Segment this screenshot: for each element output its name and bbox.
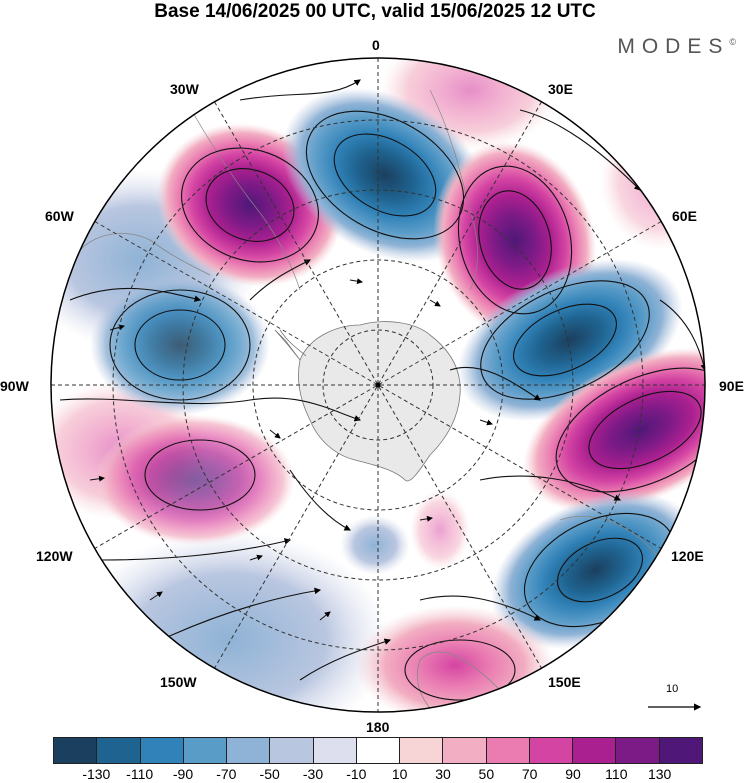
colorbar-tick-label: -50 xyxy=(259,766,280,782)
label-150w: 150W xyxy=(160,674,197,690)
label-120e: 120E xyxy=(671,548,704,564)
label-120w: 120W xyxy=(36,548,73,564)
colorbar-segment xyxy=(226,738,270,763)
colorbar-tick-label: 110 xyxy=(605,766,628,782)
high-160e xyxy=(355,605,555,712)
label-150e: 150E xyxy=(548,674,581,690)
colorbar-segment xyxy=(658,738,702,763)
colorbar-segment xyxy=(442,738,486,763)
label-180: 180 xyxy=(366,719,390,735)
colorbar xyxy=(53,737,703,764)
colorbar-segment xyxy=(139,738,183,763)
copyright-mark: © xyxy=(729,37,736,47)
colorbar-tick-label: 90 xyxy=(565,766,581,782)
colorbar-segment xyxy=(399,738,443,763)
label-60e: 60E xyxy=(672,208,697,224)
colorbar-tick-label: -70 xyxy=(216,766,237,782)
graticule xyxy=(51,58,705,712)
colorbar-segment xyxy=(572,738,616,763)
high-110w xyxy=(95,415,295,545)
label-30w: 30W xyxy=(170,81,199,97)
reference-vector-label: 10 xyxy=(666,683,679,695)
modes-logo: MODES© xyxy=(617,35,736,59)
colorbar-tick-label: 130 xyxy=(647,766,672,782)
colorbar-segment xyxy=(54,738,97,763)
colorbar-tick-label: 30 xyxy=(435,766,451,782)
colorbar-segment xyxy=(182,738,227,763)
colorbar-segment xyxy=(615,738,659,763)
colorbar-tick-label: -30 xyxy=(302,766,324,782)
colorbar-segment xyxy=(528,738,573,763)
colorbar-tick-label: -10 xyxy=(346,766,367,782)
map-border xyxy=(50,57,706,713)
anomaly-field xyxy=(51,58,705,712)
colorbar-segment xyxy=(312,738,356,763)
label-60w: 60W xyxy=(45,208,74,224)
colorbar-tick-label: 70 xyxy=(521,766,538,782)
colorbar-segment xyxy=(355,738,400,763)
low-80w xyxy=(90,275,270,415)
label-90e: 90E xyxy=(719,378,744,394)
colorbar-tick-label: -90 xyxy=(172,766,194,782)
modes-logo-text: MODES xyxy=(617,35,730,58)
colorbar-ticks: -130 -110 -90 -70 -50 -30 -10 10 30 50 70 90 110 130 xyxy=(53,766,703,782)
colorbar-tick-label: 50 xyxy=(478,766,495,782)
colorbar-tick-label: -130 xyxy=(82,766,111,782)
colorbar-tick-label: 10 xyxy=(391,766,408,782)
colorbar-segment xyxy=(269,738,313,763)
colorbar-segment xyxy=(96,738,140,763)
map-title: Base 14/06/2025 00 UTC, valid 15/06/2025… xyxy=(154,1,596,22)
antarctica xyxy=(274,321,461,482)
colorbar-tick-label: -110 xyxy=(126,766,154,782)
label-90w: 90W xyxy=(0,378,29,394)
label-0: 0 xyxy=(372,37,380,53)
label-30e: 30E xyxy=(548,81,573,97)
colorbar-segment xyxy=(485,738,529,763)
